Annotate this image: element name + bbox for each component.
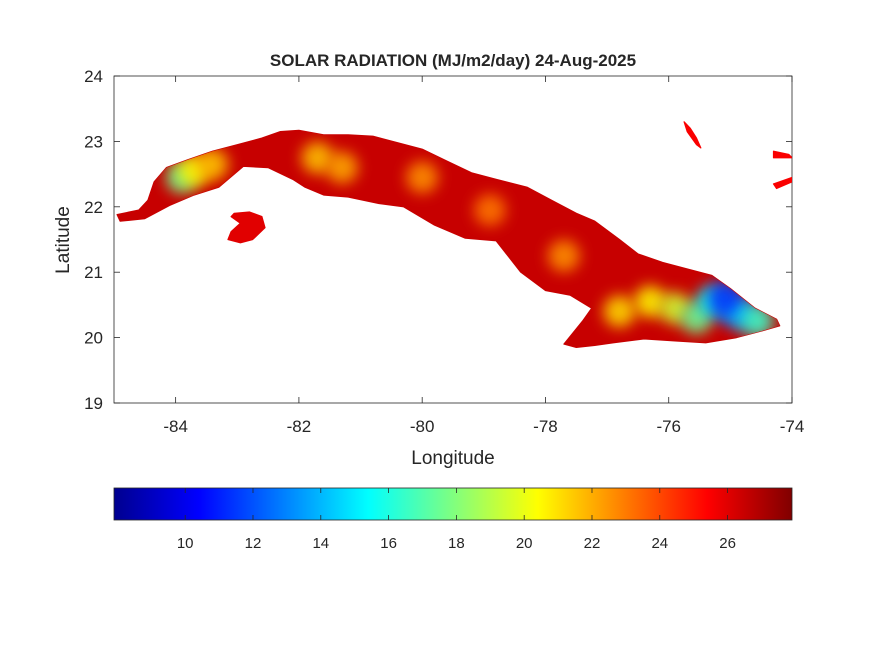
y-tick-label: 22 [84,198,103,217]
x-tick-label: -84 [163,417,188,436]
colorbar-tick-label: 14 [312,535,329,552]
y-tick-label: 24 [84,67,103,86]
colorbar-ticks: 10 12 14 16 18 20 22 24 26 [177,488,736,552]
colorbar [113,487,793,521]
colorbar-tick-label: 16 [380,535,397,552]
x-tick-label: -80 [410,417,435,436]
land-region-2 [683,121,702,149]
radiation-anomaly-7 [547,239,580,272]
x-tick-label: -76 [656,417,681,436]
x-tick-label: -82 [287,417,312,436]
colorbar-tick-label: 12 [245,535,262,552]
colorbar-tick-label: 26 [719,535,736,552]
land-region-1 [227,211,266,244]
radiation-anomaly-6 [474,194,506,227]
x-tick-label: -78 [533,417,558,436]
radiation-anomaly-3 [301,141,334,174]
y-axis-label: Latitude [53,206,74,274]
radiation-anomaly-2 [196,148,229,181]
y-tick-label: 20 [84,329,103,348]
land-region-0 [116,129,781,348]
colorbar-tick-label: 10 [177,535,194,552]
radiation-anomaly-8 [603,295,636,328]
x-axis-ticks: -84 -82 -80 -78 -76 -74 [163,76,804,436]
land-region-4 [772,176,792,190]
y-tick-label: 23 [84,132,103,151]
x-axis-label: Longitude [411,448,494,469]
y-tick-label: 21 [84,263,103,282]
y-axis-ticks: 19 20 21 22 23 24 [84,67,792,413]
colorbar-tick-label: 18 [448,535,465,552]
x-tick-label: -74 [780,417,805,436]
radiation-anomaly-4 [326,151,359,184]
map-axes [113,75,793,404]
y-tick-label: 19 [84,394,103,413]
land-region-3 [772,150,792,159]
radiation-anomaly-9 [634,285,667,318]
land-layer [116,121,792,348]
chart-title: SOLAR RADIATION (MJ/m2/day) 24-Aug-2025 [270,51,636,70]
radiation-anomaly-layer [165,141,775,338]
colorbar-tick-label: 20 [516,535,533,552]
colorbar-tick-label: 24 [651,535,668,552]
radiation-anomaly-5 [406,161,439,194]
colorbar-tick-label: 22 [584,535,601,552]
